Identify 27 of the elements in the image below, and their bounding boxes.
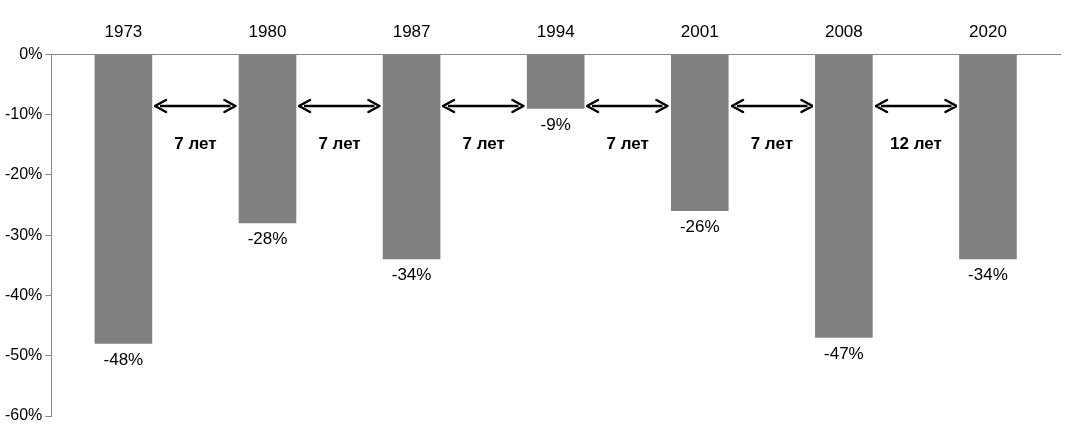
annotation: 7 лет	[750, 133, 793, 153]
data-label: -28%	[247, 229, 288, 249]
y-tick-label: 0%	[19, 44, 43, 62]
annotation: 7 лет	[318, 133, 361, 153]
data-label: -34%	[968, 265, 1008, 285]
y-tick-label: -20%	[4, 165, 43, 183]
x-tick-label: 1994	[536, 21, 575, 41]
y-tick-label: -30%	[4, 225, 43, 243]
data-label: -34%	[391, 265, 432, 285]
y-tick-label: -10%	[4, 105, 43, 123]
annotation: 12 лет	[890, 133, 942, 153]
y-tick-label: -50%	[4, 346, 43, 364]
x-tick-label: 1980	[248, 21, 287, 41]
x-tick-label: 2001	[680, 21, 719, 41]
annotation: 7 лет	[174, 133, 217, 153]
x-tick-label: 1973	[104, 21, 143, 41]
y-tick-label: -40%	[4, 285, 43, 303]
annotation: 7 лет	[606, 133, 649, 153]
data-label: -26%	[679, 217, 720, 237]
data-label: -9%	[540, 114, 571, 134]
y-tick-label: -60%	[4, 406, 43, 424]
x-tick-label: 2008	[824, 21, 863, 41]
annotation: 7 лет	[462, 133, 505, 153]
x-tick-label: 2020	[969, 21, 1007, 41]
data-label: -48%	[103, 349, 144, 369]
data-label: -47%	[824, 343, 864, 363]
x-tick-label: 1987	[392, 21, 431, 41]
